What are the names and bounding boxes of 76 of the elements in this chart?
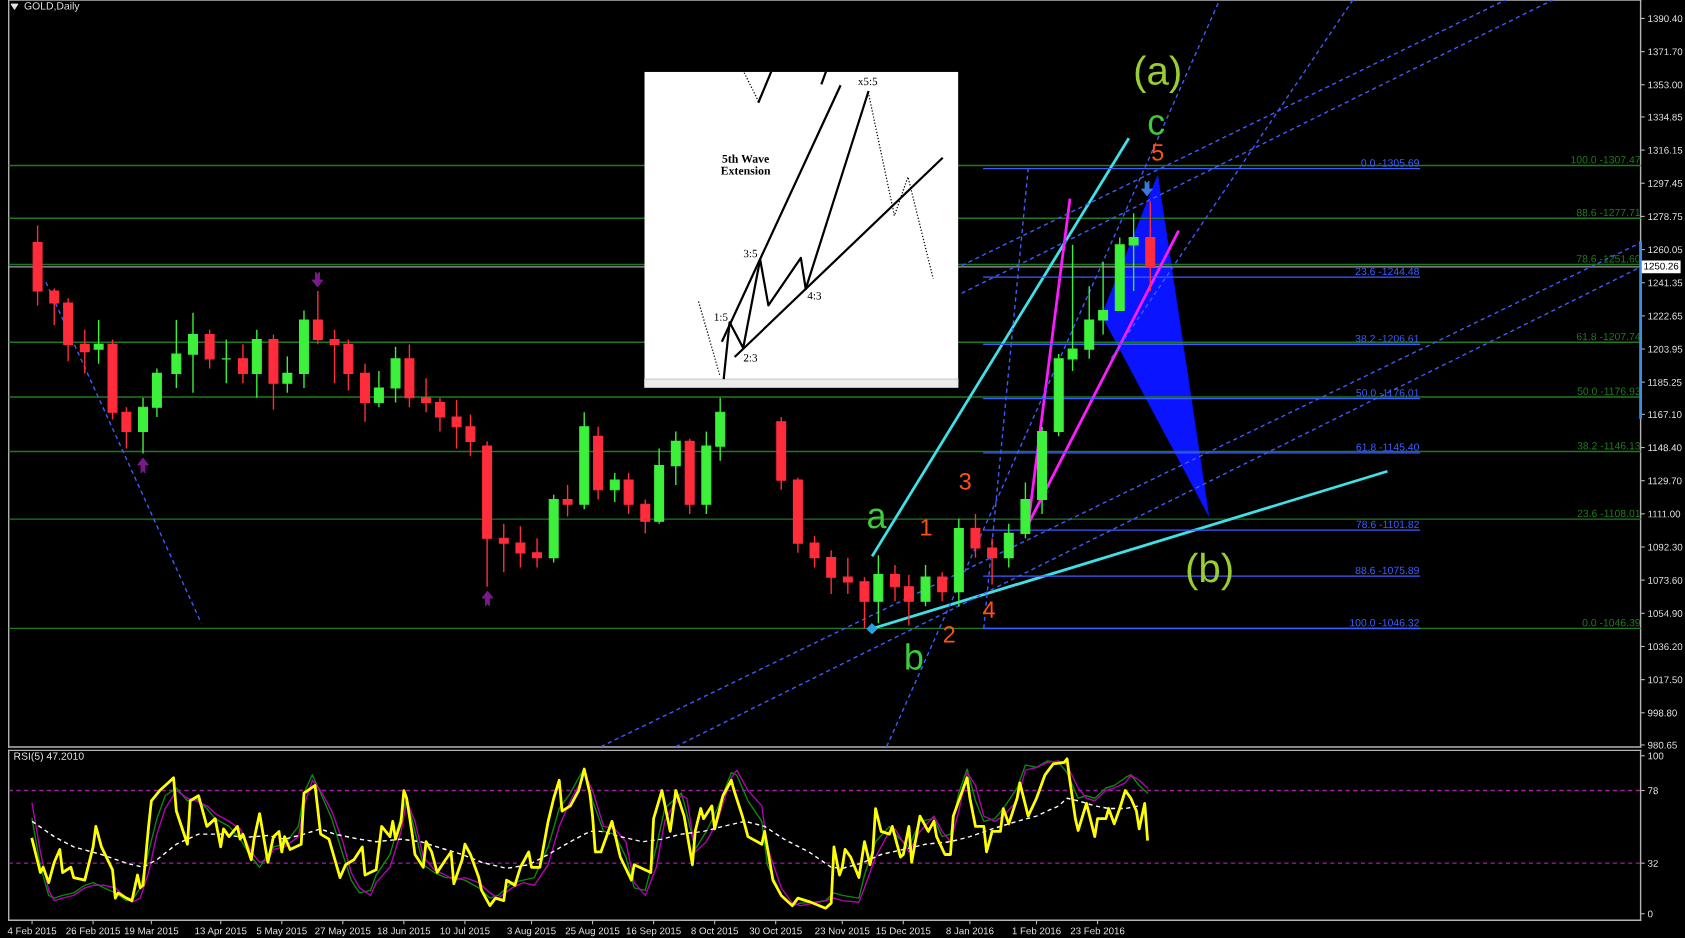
series-label: 78.6 -1101.82 [1356, 520, 1419, 529]
y-tick-label: 1371.70 [1648, 48, 1683, 56]
x-tick-label: 23 Nov 2015 [815, 927, 870, 935]
y-tick-label: 1260.05 [1648, 246, 1683, 254]
y-tick-label: 1297.45 [1648, 179, 1683, 187]
annotation: 5th Wave Extension [720, 154, 771, 175]
annotation: 3:5 [743, 249, 758, 258]
y-tick-label: 1334.85 [1648, 113, 1683, 121]
x-tick-label: 19 Mar 2015 [124, 927, 179, 935]
y-tick-label: 1148.40 [1648, 444, 1682, 452]
series-label: 100.0 -1046.32 [1350, 619, 1419, 627]
y-tick-label: 1390.40 [1648, 15, 1683, 23]
x-tick-label: 23 Feb 2016 [1070, 927, 1125, 935]
series-label: 23.6 -1244.48 [1355, 267, 1419, 276]
y-tick-label: 1036.20 [1648, 643, 1683, 651]
y-tick-label: 0 [1647, 910, 1653, 918]
y-tick-label: 32 [1647, 859, 1658, 867]
series-label: 0.0 -1305.69 [1361, 159, 1419, 167]
x-tick-label: 4 Feb 2015 [7, 927, 57, 935]
x-tick-label: 5 May 2015 [256, 927, 307, 937]
series-label: 88.6 -1277.71 [1576, 208, 1641, 217]
x-tick-label: 13 Apr 2015 [195, 927, 247, 937]
annotation: 2:3 [743, 354, 758, 362]
annotation: b [906, 643, 923, 670]
annotation: x5:5 [857, 77, 878, 86]
y-tick-label: 1111.00 [1648, 510, 1681, 518]
x-tick-label: 30 Oct 2015 [749, 927, 802, 935]
y-tick-label: 1092.30 [1648, 543, 1683, 551]
series-label: 100.0 -1307.47 [1571, 156, 1641, 164]
y-tick-label: 998.80 [1648, 709, 1677, 717]
y-tick-label: 1278.75 [1648, 213, 1683, 221]
y-tick-label: 100 [1648, 752, 1664, 760]
series-label: 38.2 -1146.13 [1577, 442, 1641, 450]
series-label: 88.6 -1075.89 [1355, 566, 1419, 575]
annotation: a [867, 508, 887, 529]
y-tick-label: 1203.95 [1648, 345, 1683, 353]
chart-title: RSI(5) 47.2010 [14, 752, 84, 762]
y-tick-label: 1241.35 [1648, 279, 1683, 287]
series-label: 61.8 -1145.40 [1356, 443, 1420, 451]
series-label: 0.0 -1046.39 [1582, 618, 1641, 627]
x-tick-label: 27 May 2015 [315, 927, 371, 937]
x-tick-label: 25 Aug 2015 [565, 927, 620, 937]
y-tick-label: 1185.25 [1648, 378, 1682, 386]
x-tick-label: 3 Aug 2015 [507, 927, 556, 937]
y-tick-label: 1073.60 [1648, 576, 1683, 584]
y-tick-label: 1129.70 [1648, 477, 1682, 485]
y-tick-label: 1316.15 [1648, 146, 1683, 154]
x-tick-label: 26 Feb 2015 [66, 927, 120, 935]
y-tick-label: 1353.00 [1648, 81, 1683, 89]
x-tick-label: 18 Jun 2015 [377, 927, 431, 935]
annotation: c [1148, 115, 1165, 135]
series-label: 38.2 -1206.61 [1355, 334, 1419, 343]
annotation: 1 [921, 519, 932, 536]
annotation: 2 [943, 626, 955, 643]
y-tick-label: 78 [1648, 787, 1658, 795]
annotation: 5 [1152, 144, 1164, 161]
x-tick-label: 16 Sep 2015 [626, 927, 681, 937]
annotation: 4:3 [807, 291, 822, 300]
annotation: 3 [959, 472, 971, 490]
series-label: 23.6 -1108.01 [1577, 509, 1641, 518]
x-tick-label: 8 Jan 2016 [946, 927, 994, 935]
annotation: (a) [1135, 55, 1180, 93]
y-tick-label: 980.65 [1648, 741, 1677, 749]
y-tick-label: 1222.65 [1648, 312, 1683, 320]
x-tick-label: 15 Dec 2015 [876, 927, 931, 935]
y-tick-label: 1017.50 [1648, 676, 1683, 684]
chart-title: GOLD,Daily [24, 1, 80, 12]
x-tick-label: 8 Oct 2015 [691, 927, 739, 935]
ref-line-label: 1250.26 [1644, 262, 1679, 270]
annotation: 4 [982, 601, 995, 618]
y-tick-label: 1054.90 [1648, 610, 1683, 617]
x-tick-label: 10 Jul 2015 [440, 927, 490, 935]
series-label: 50.0 -1176.01 [1356, 389, 1419, 397]
annotation: 1:5 [714, 313, 728, 321]
y-tick-label: 1167.10 [1648, 411, 1682, 418]
x-tick-label: 1 Feb 2016 [1012, 927, 1061, 935]
